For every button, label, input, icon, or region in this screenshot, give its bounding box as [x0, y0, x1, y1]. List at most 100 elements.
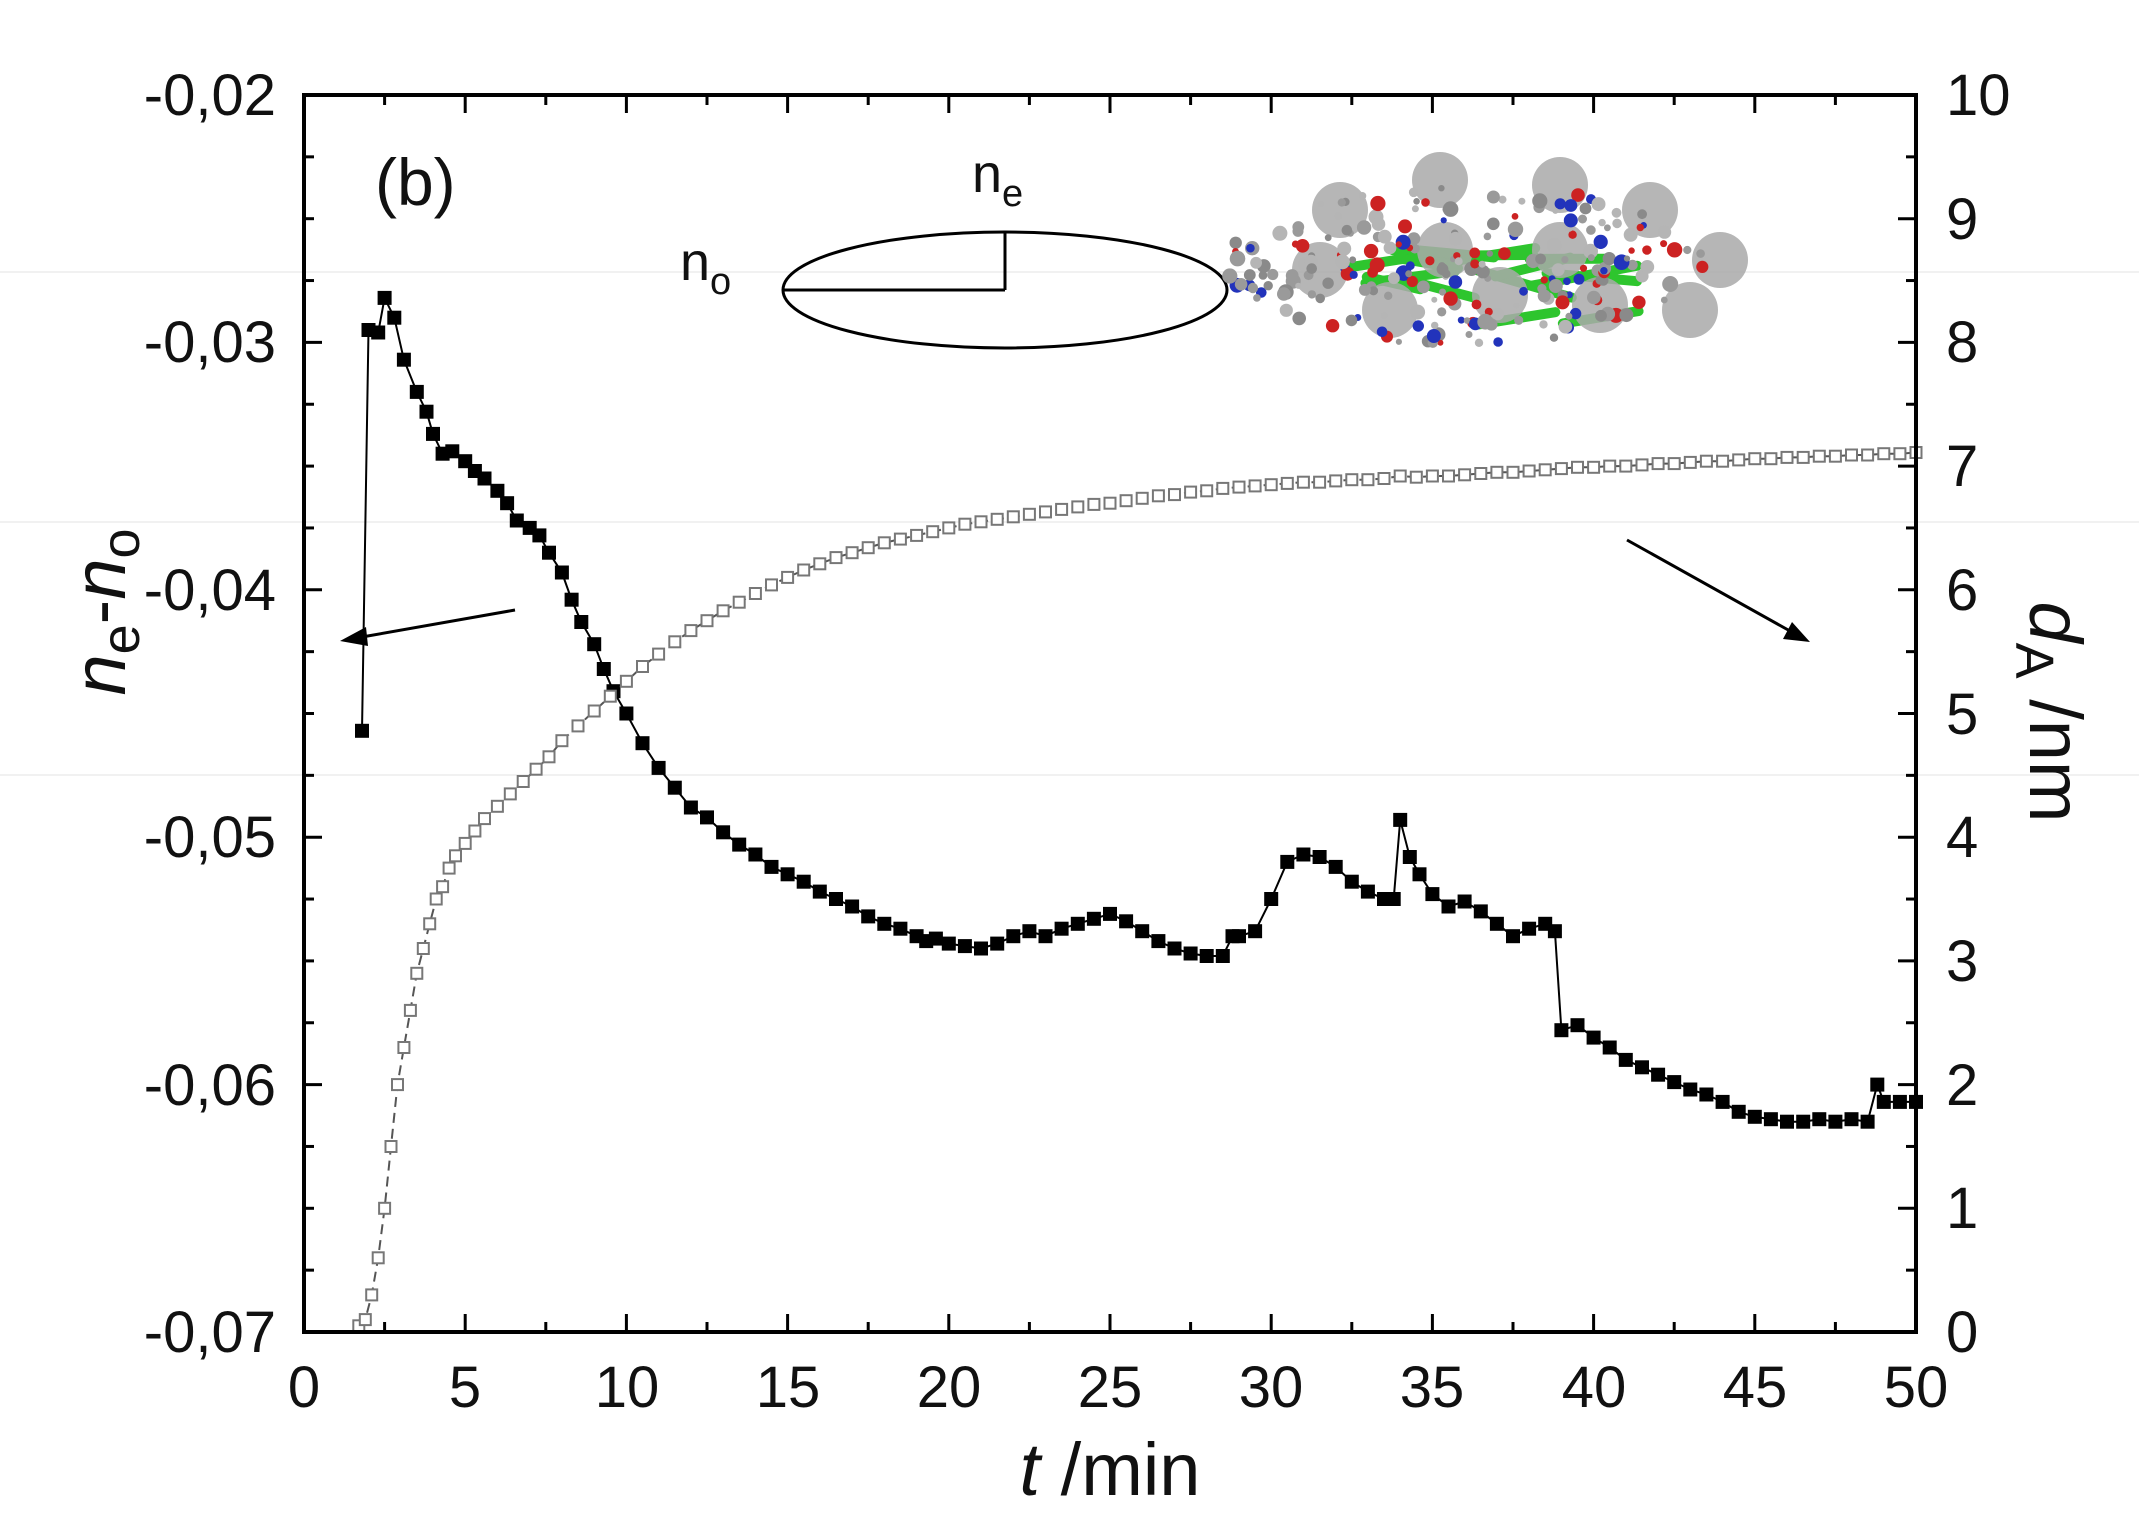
data-point-open — [1264, 478, 1278, 492]
data-point-open — [410, 966, 424, 980]
molecule-atom — [1341, 224, 1353, 236]
molecule-cluster — [1312, 182, 1368, 238]
molecule-atom — [1368, 286, 1379, 296]
data-point-filled — [1602, 1040, 1617, 1055]
data-point-filled — [1425, 887, 1440, 902]
molecule-atom — [1413, 198, 1420, 205]
x-tick-label: 40 — [1562, 1355, 1627, 1420]
molecule-atom — [1383, 241, 1397, 255]
data-point-filled — [1328, 859, 1343, 874]
molecule-atom — [1363, 243, 1379, 259]
molecule-atom — [1306, 263, 1317, 274]
molecule-atom — [1358, 283, 1371, 296]
y-right-tick-label: 1 — [1946, 1176, 1978, 1241]
data-point-open — [555, 734, 569, 748]
data-point-open — [926, 525, 940, 539]
molecule-atom — [1324, 234, 1332, 242]
data-point-filled — [796, 874, 811, 889]
data-point-open — [1699, 454, 1713, 468]
left-axis-arrow-line — [361, 608, 516, 639]
molecule-atom — [1315, 293, 1325, 304]
molecule-atom — [1487, 217, 1500, 231]
molecule-atom — [1593, 234, 1608, 249]
molecule-atom — [1546, 237, 1562, 254]
molecule-atom — [1465, 331, 1473, 338]
molecule-atom — [1611, 207, 1622, 218]
data-point-filled — [1522, 921, 1537, 936]
molecule-atom — [1484, 307, 1493, 316]
data-point-filled — [1506, 929, 1520, 944]
molecule-atom — [1410, 304, 1426, 320]
data-point-filled — [1747, 1109, 1762, 1124]
molecule-atom — [1619, 308, 1634, 323]
molecule-atom — [1442, 201, 1459, 217]
data-point-open — [1200, 484, 1214, 498]
molecule-atom — [1457, 316, 1465, 324]
molecule-atom — [1471, 299, 1482, 310]
data-point-filled — [1312, 850, 1327, 864]
molecule-atom — [1657, 225, 1672, 239]
data-point-filled — [1651, 1067, 1666, 1082]
molecule-atom — [1578, 214, 1587, 224]
y-right-tick-label: 9 — [1946, 187, 1978, 252]
molecule-atom — [1486, 190, 1500, 204]
molecule-atom — [1438, 262, 1446, 270]
molecule-atom — [1586, 225, 1596, 235]
data-point-filled — [587, 637, 602, 652]
data-point-filled — [1264, 892, 1279, 906]
data-point-open — [397, 1041, 411, 1054]
data-point-open — [1748, 452, 1762, 466]
data-point-filled — [928, 931, 943, 946]
molecule-atom — [1369, 257, 1385, 273]
molecule-atom — [1243, 269, 1256, 281]
molecule-atom — [1438, 185, 1445, 192]
y-right-title-unit: /nm — [2014, 679, 2097, 823]
x-tick-label: 15 — [756, 1355, 821, 1420]
molecule-atom — [1426, 329, 1441, 343]
data-point-open — [1732, 453, 1746, 467]
molecule-atom — [1246, 243, 1255, 253]
x-tick-label: 30 — [1239, 1355, 1304, 1420]
molecule-cluster — [1412, 152, 1468, 208]
data-point-open — [1796, 450, 1810, 464]
data-point-open — [1022, 507, 1036, 521]
y-left-title-dash: - — [58, 600, 141, 625]
data-point-filled — [700, 810, 714, 825]
data-point-filled — [635, 736, 650, 751]
data-point-open — [478, 812, 491, 826]
molecule-atom — [1437, 307, 1447, 317]
y-right-tick-labels: 0 1 2 3 4 5 6 7 8 9 10 — [1946, 63, 2011, 1365]
data-point-filled — [1796, 1114, 1811, 1129]
molecule-atom — [1632, 295, 1646, 309]
molecule-atom — [1272, 225, 1288, 241]
data-point-filled — [1876, 1094, 1891, 1109]
data-point-open — [503, 787, 517, 801]
data-point-open — [1812, 449, 1826, 463]
data-point-filled — [1022, 924, 1037, 939]
data-point-filled — [1006, 929, 1021, 944]
data-point-filled — [1360, 884, 1375, 899]
molecule-atom — [1337, 198, 1346, 207]
data-point-open — [436, 880, 450, 894]
data-point-open — [1603, 459, 1617, 473]
molecule-atom — [1345, 314, 1358, 327]
data-point-open — [391, 1078, 404, 1092]
molecule-atom — [1564, 199, 1578, 212]
y-left-axis-title: ne-no — [58, 528, 151, 695]
data-point-filled — [829, 892, 843, 906]
ne-label: ne — [972, 144, 1023, 215]
molecule-atom — [1558, 319, 1573, 334]
molecule-cluster — [1662, 282, 1718, 338]
data-point-open — [429, 892, 443, 906]
data-point-filled — [941, 936, 956, 951]
molecule-atom — [1513, 302, 1520, 309]
data-point-filled — [419, 404, 434, 419]
y-right-tick-label: 10 — [1946, 63, 2011, 128]
data-point-filled — [355, 723, 369, 738]
data-point-filled — [1870, 1077, 1885, 1092]
molecule-atom — [1267, 268, 1279, 281]
molecule-atom — [1683, 245, 1692, 255]
molecule-atom — [1292, 221, 1305, 233]
ne-label-n: n — [972, 144, 1002, 204]
data-point-filled — [1844, 1112, 1859, 1127]
